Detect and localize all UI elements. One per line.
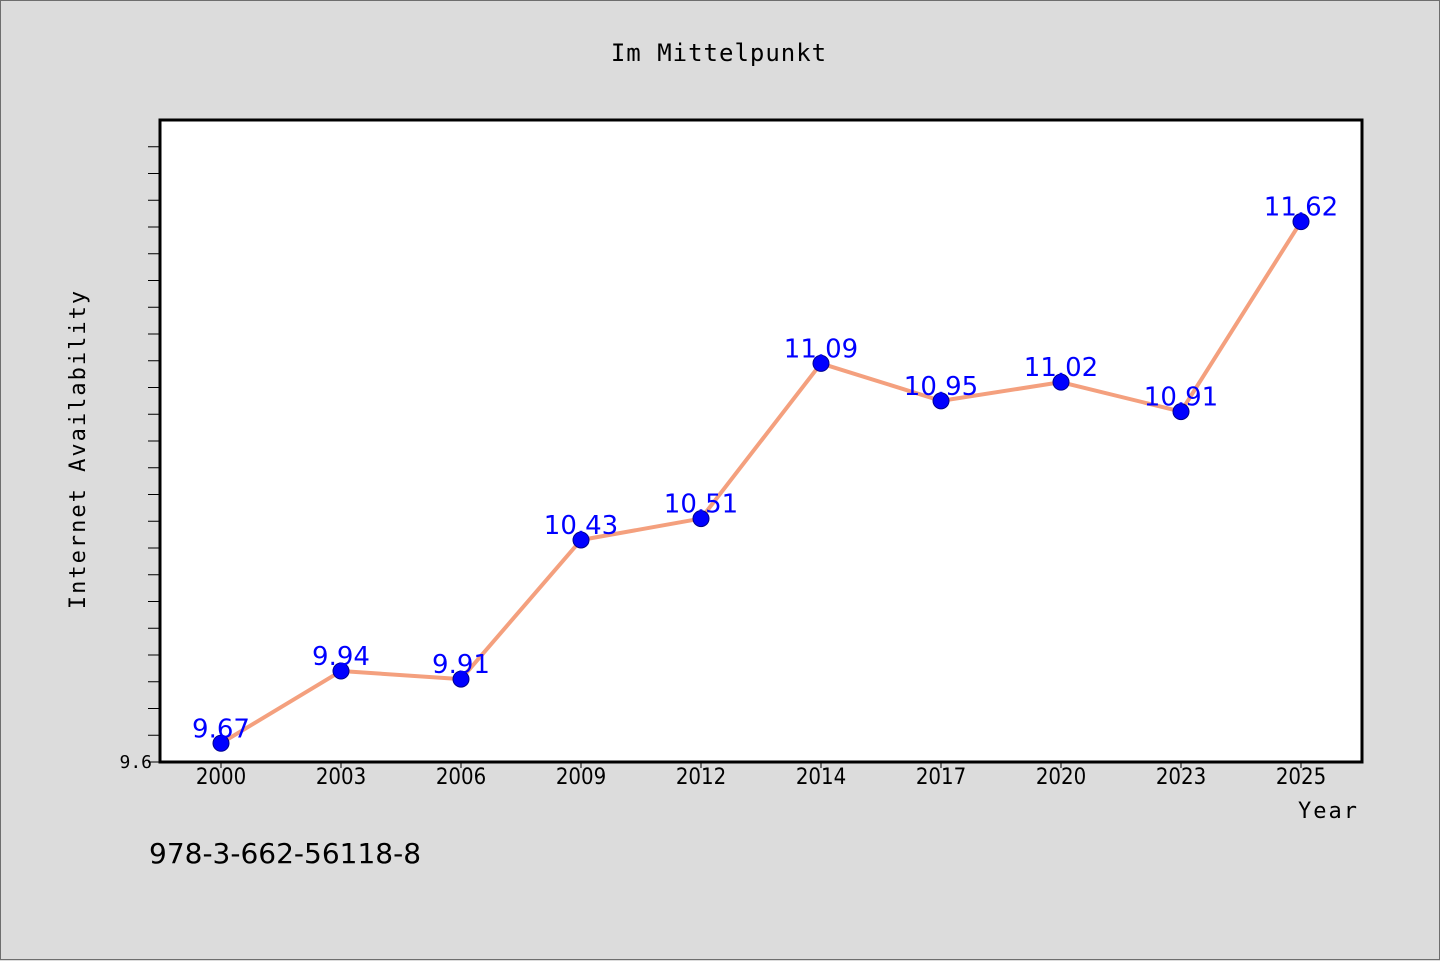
y-axis-tick-labels: 9.6 [119,752,152,773]
data-label: 10.95 [904,372,978,402]
x-tick-label: 2025 [1276,765,1326,790]
x-tick-label: 2023 [1156,765,1206,790]
series-line-segment [459,537,583,682]
data-point-marker [932,392,950,410]
x-axis-title: Year [1298,799,1359,824]
data-point-marker [452,670,470,688]
y-axis-title: Internet Availability [66,289,91,609]
data-label: 10.43 [544,511,618,541]
data-label: 10.91 [1144,383,1218,413]
data-point-marker [212,734,230,752]
x-tick-label: 2009 [556,765,606,790]
series-line-group [219,219,1303,746]
x-tick-label: 2020 [1036,765,1086,790]
data-point-marker [1052,373,1070,391]
data-point-marker [692,510,710,528]
x-tick-label: 2017 [916,765,966,790]
data-point-marker [572,531,590,549]
x-tick-label: 2003 [316,765,366,790]
series-line-segment [579,516,703,542]
series-line-segment [219,669,343,746]
y-axis-ticks [148,146,160,763]
x-axis-tick-labels: 2000 2003 2006 2009 2012 2014 2017 2020 2023 2025 [196,765,1326,790]
x-tick-label: 2012 [676,765,726,790]
series-markers [212,213,1310,752]
data-label: 9.67 [192,714,250,744]
x-tick-label: 2014 [796,765,846,790]
data-label: 11.02 [1024,353,1098,383]
footer-isbn: 978-3-662-56118-8 [149,837,421,870]
data-point-marker [332,662,350,680]
data-label: 11.62 [1264,193,1338,223]
data-point-marker [1292,213,1310,231]
data-label: 9.91 [432,650,490,680]
series-line-segment [339,669,463,682]
chart-title: Im Mittelpunkt [611,39,827,67]
data-label: 10.51 [664,490,738,520]
y-tick-label: 9.6 [119,752,152,773]
series-line-segment [1179,219,1303,414]
x-tick-label: 2006 [436,765,486,790]
series-line-segment [699,361,823,521]
data-point-marker [1172,403,1190,421]
series-line-segment [1059,380,1183,414]
series-line-segment [939,380,1063,403]
series-data-labels: 9.67 9.94 9.91 10.43 10.51 11.09 10.95 11.02 10.… [192,193,1338,745]
series-line-segment [819,361,943,403]
x-axis-ticks [220,762,1302,768]
data-label: 11.09 [784,334,858,364]
data-label: 9.94 [312,642,370,672]
x-tick-label: 2000 [196,765,246,790]
data-point-marker [812,354,830,372]
